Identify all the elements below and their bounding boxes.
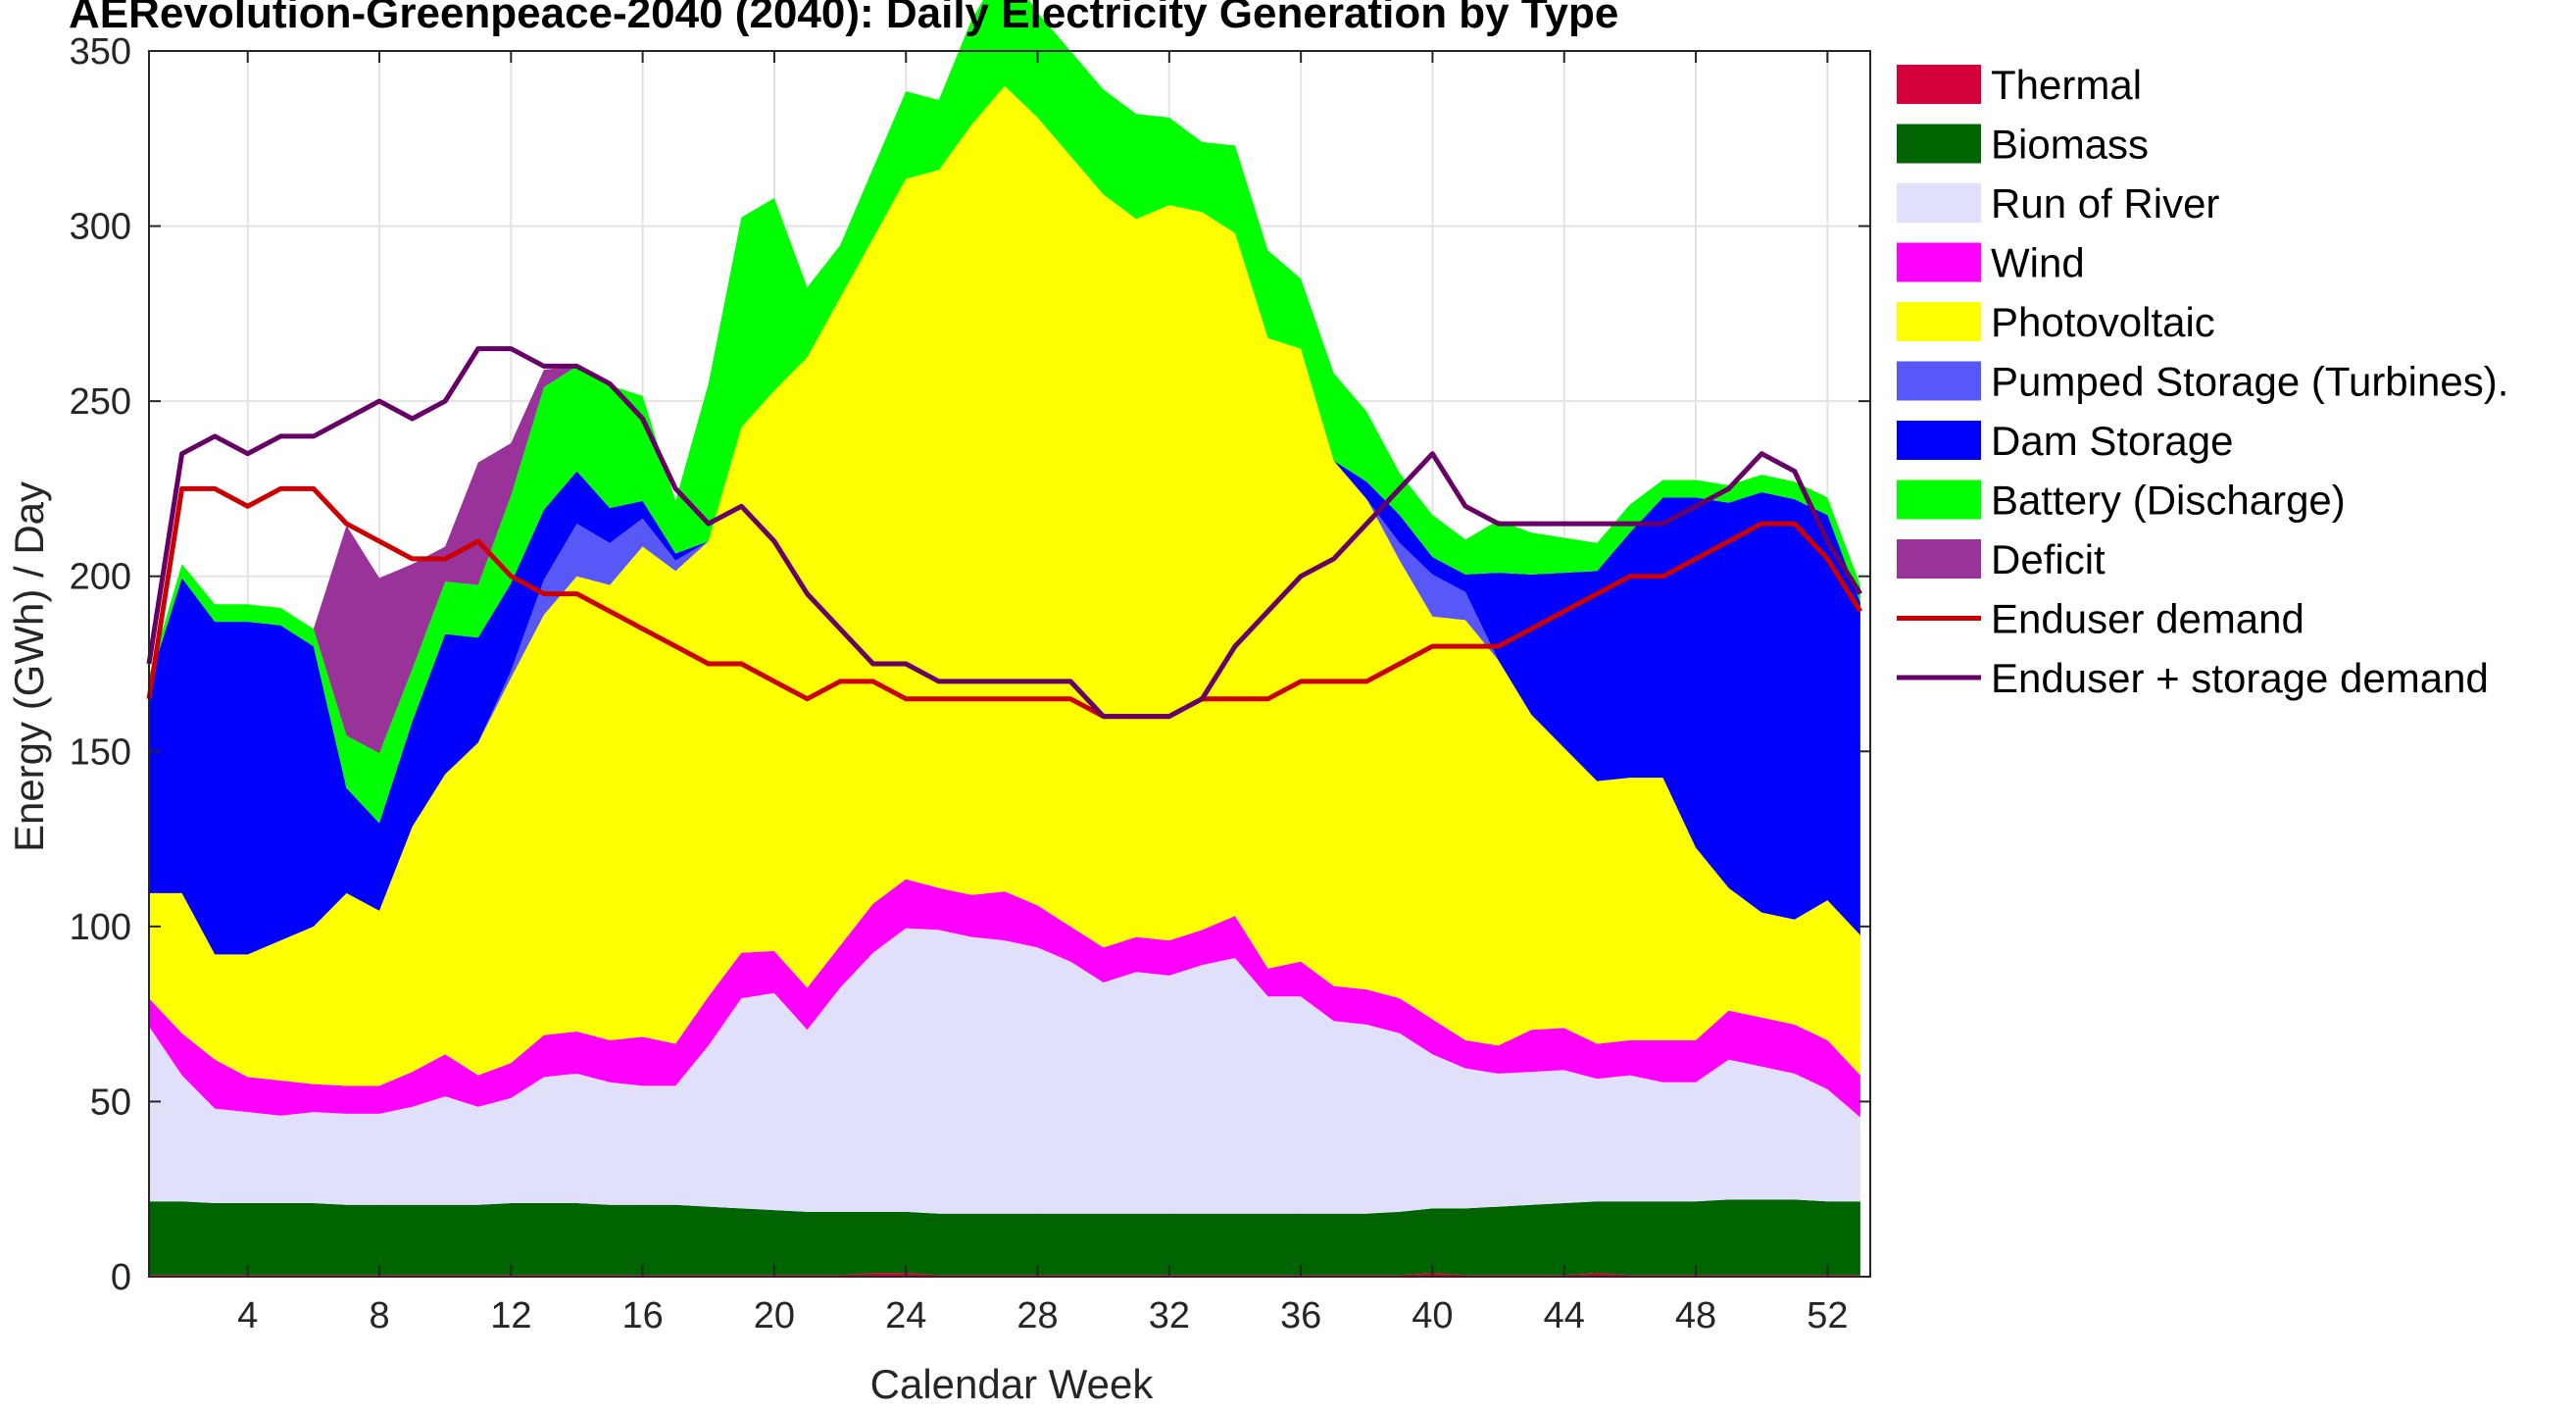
line-enduser-demand (146, 485, 1863, 720)
x-tick-label: 36 (1280, 1295, 1321, 1336)
y-tick-label: 300 (70, 207, 131, 248)
legend-item-run-of-river: Run of River (1897, 180, 2219, 227)
x-tick-label: 40 (1412, 1295, 1453, 1336)
legend-swatch (1897, 124, 1981, 164)
legend-label: Dam Storage (1991, 418, 2233, 464)
legend-label: Run of River (1991, 180, 2219, 227)
legend-swatch (1897, 302, 1981, 341)
legend-swatch (1897, 65, 1981, 104)
x-axis-label: Calendar Week (870, 1361, 1155, 1407)
y-tick-label: 150 (70, 731, 131, 773)
legend-item-photovoltaic: Photovoltaic (1897, 299, 2215, 345)
legend-label: Wind (1991, 240, 2085, 286)
area-photovoltaic (149, 85, 1860, 1086)
x-tick-label: 32 (1149, 1295, 1190, 1336)
legend-swatch (1897, 361, 1981, 401)
legend-swatch (1897, 421, 1981, 460)
y-tick-label: 0 (111, 1257, 131, 1298)
legend-item-pumped-storage-turbines: Pumped Storage (Turbines). (1897, 359, 2508, 405)
y-tick-label: 50 (90, 1082, 131, 1123)
axes (148, 50, 1871, 1278)
legend-label: Deficit (1991, 536, 2105, 582)
legend-label: Photovoltaic (1991, 299, 2215, 345)
plot-frame (148, 50, 1871, 1278)
chart-title: AERevolution-Greenpeace-2040 (2040): Dai… (69, 0, 1618, 37)
legend-item-deficit: Deficit (1897, 536, 2105, 582)
demand-lines (146, 346, 1863, 720)
x-tick-label: 48 (1675, 1295, 1716, 1336)
y-axis-label: Energy (GWh) / Day (6, 481, 52, 852)
y-tick-label: 100 (70, 907, 131, 948)
x-tick-label: 24 (885, 1295, 926, 1336)
area-run-of-river (149, 928, 1860, 1214)
legend-swatch (1897, 479, 1981, 520)
legend-item-wind: Wind (1897, 240, 2085, 286)
legend-label: Biomass (1991, 122, 2149, 168)
legend-label: Battery (Discharge) (1991, 478, 2346, 524)
x-tick-label: 12 (490, 1295, 531, 1336)
legend-swatch (1897, 183, 1981, 223)
legend-label: Pumped Storage (Turbines). (1991, 359, 2508, 405)
y-tick-label: 250 (70, 381, 131, 423)
y-tick-label: 200 (70, 557, 131, 598)
legend-item-thermal: Thermal (1897, 62, 2142, 108)
x-tick-label: 52 (1807, 1295, 1848, 1336)
legend-label: Thermal (1991, 62, 2142, 108)
x-tick-label: 8 (369, 1295, 389, 1336)
area-dam-storage (149, 85, 1860, 955)
line-enduser-storage-demand (146, 346, 1863, 720)
legend: Thermal Biomass Run of River Wind Photovolta… (1897, 62, 2508, 701)
legend-item-biomass: Biomass (1897, 122, 2149, 168)
legend-label: Enduser demand (1991, 596, 2304, 642)
x-tick-label: 44 (1544, 1295, 1585, 1336)
legend-item-dam-storage: Dam Storage (1897, 418, 2233, 464)
legend-item-battery-discharge: Battery (Discharge) (1897, 478, 2346, 524)
legend-swatch (1897, 242, 1981, 282)
tick-labels: 4 8 12 16 20 24 28 32 36 40 44 48 520501001502002503… (70, 31, 1849, 1336)
area-wind (149, 879, 1860, 1118)
area-biomass (149, 1199, 1860, 1276)
x-tick-label: 28 (1016, 1295, 1058, 1336)
y-tick-label: 350 (70, 31, 131, 73)
legend-item-enduser-storage-demand: Enduser + storage demand (1897, 655, 2489, 701)
legend-swatch (1897, 539, 1981, 579)
x-tick-label: 4 (237, 1295, 258, 1336)
x-tick-label: 20 (754, 1295, 795, 1336)
legend-label: Enduser + storage demand (1991, 655, 2489, 701)
legend-item-enduser-demand: Enduser demand (1897, 596, 2304, 642)
x-tick-label: 16 (621, 1295, 663, 1336)
stacked-areas (149, 0, 1860, 1277)
